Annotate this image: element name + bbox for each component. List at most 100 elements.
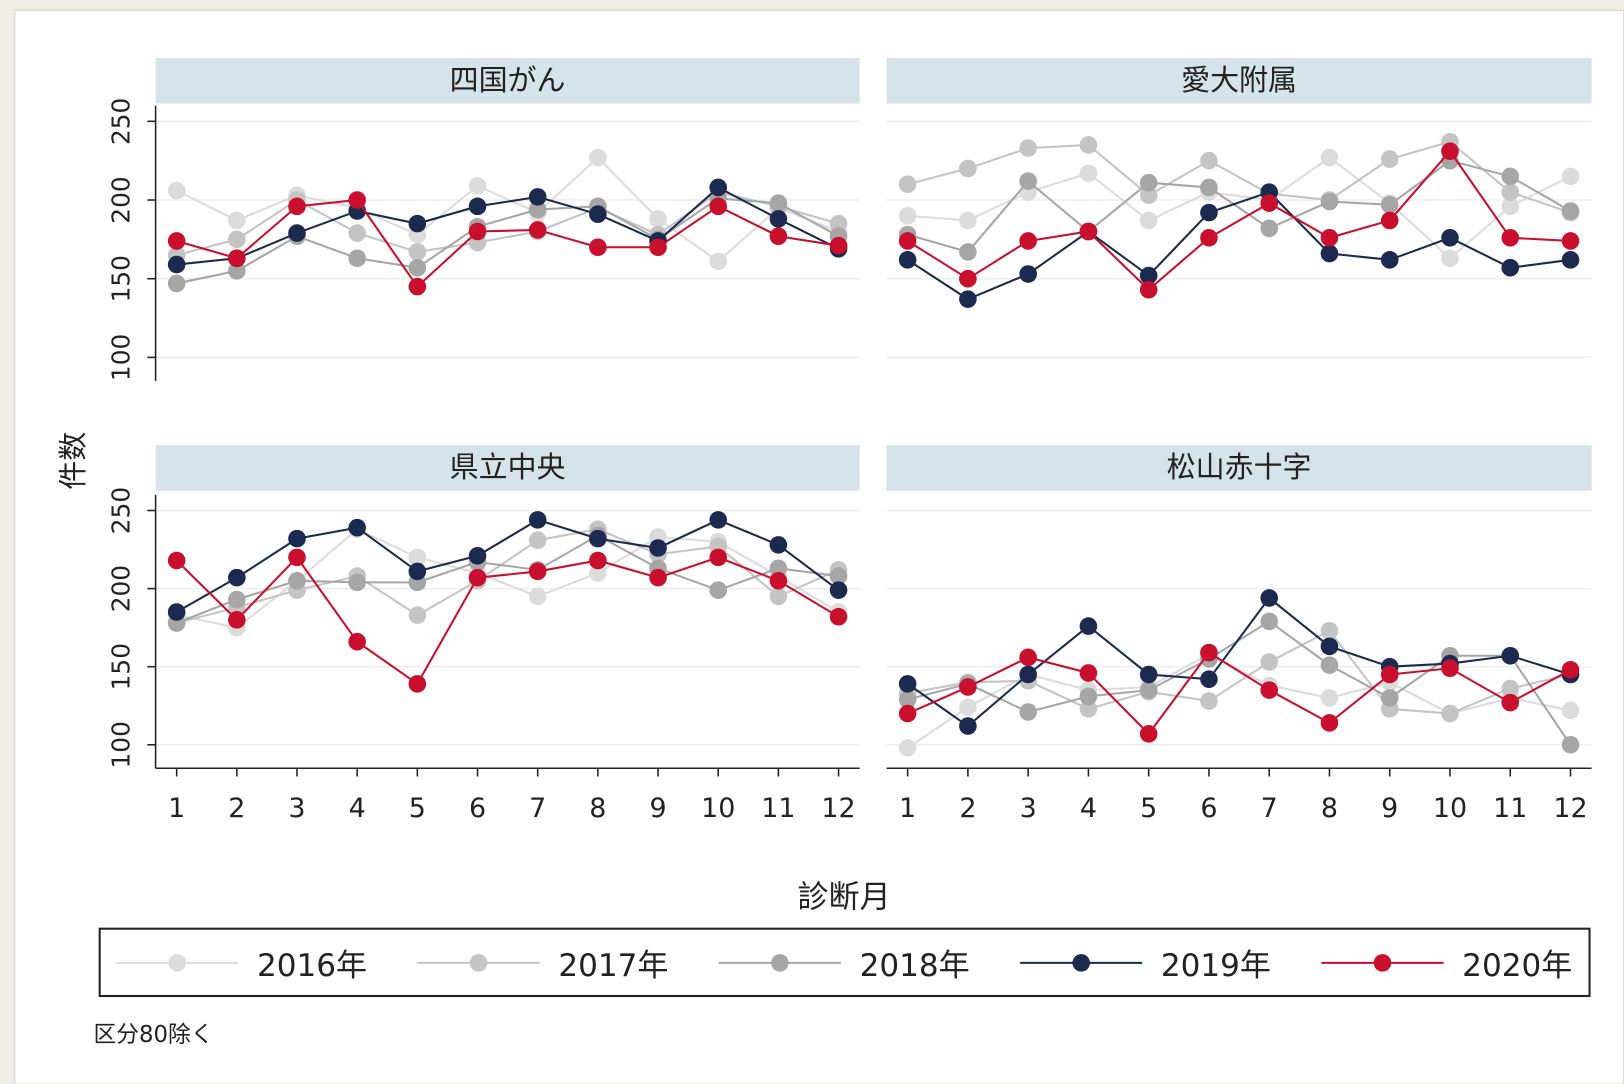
- data-point: [1200, 151, 1218, 170]
- data-point: [1079, 164, 1098, 183]
- data-point: [589, 148, 607, 167]
- data-point: [408, 258, 427, 277]
- data-point: [167, 255, 186, 274]
- y-tick-label: 150: [106, 255, 135, 302]
- data-point: [1561, 202, 1580, 220]
- panel-title: 県立中央: [450, 450, 566, 484]
- data-point: [1320, 244, 1339, 263]
- data-point: [1380, 150, 1399, 168]
- data-point: [649, 238, 667, 257]
- x-axis-title: 診断月: [798, 880, 891, 916]
- y-tick-label: 200: [106, 176, 135, 223]
- data-point: [1019, 648, 1037, 667]
- data-point: [1260, 589, 1279, 607]
- data-point: [1380, 689, 1399, 707]
- data-point: [1501, 693, 1520, 712]
- x-tick-label: 6: [1200, 793, 1217, 824]
- data-point: [228, 262, 246, 280]
- x-tick-label: 1: [899, 793, 916, 824]
- x-tick-label: 3: [288, 793, 305, 824]
- data-point: [589, 564, 607, 582]
- data-point: [408, 675, 427, 693]
- data-point: [408, 277, 427, 296]
- legend-marker: [771, 954, 789, 972]
- data-point: [1139, 186, 1158, 205]
- data-point: [1561, 251, 1580, 269]
- panel-header: [155, 445, 860, 491]
- data-point: [709, 581, 728, 599]
- data-point: [829, 607, 848, 626]
- y-tick-label: 250: [106, 98, 135, 145]
- data-point: [898, 704, 917, 723]
- data-point: [1139, 266, 1158, 285]
- data-point: [898, 739, 917, 757]
- data-point: [589, 551, 607, 570]
- x-tick-label: 12: [821, 793, 855, 824]
- data-point: [1320, 714, 1339, 732]
- legend-label: 2016年: [257, 948, 367, 984]
- data-point: [1200, 203, 1218, 222]
- data-point: [769, 227, 788, 246]
- data-point: [1380, 251, 1399, 269]
- data-point: [959, 159, 977, 178]
- series-line: [907, 653, 1571, 749]
- data-point: [228, 230, 246, 249]
- chart-background: [14, 9, 1624, 1084]
- data-point: [1441, 704, 1459, 723]
- data-point: [528, 188, 547, 206]
- x-tick-label: 8: [1321, 793, 1338, 824]
- legend-marker: [1373, 954, 1392, 972]
- data-point: [408, 606, 427, 624]
- data-point: [1501, 258, 1520, 277]
- x-tick-label: 5: [1140, 793, 1157, 824]
- series-line: [907, 156, 1571, 260]
- series-line: [176, 191, 839, 257]
- data-point: [348, 224, 366, 242]
- data-point: [959, 269, 977, 288]
- data-point: [1561, 735, 1580, 754]
- data-point: [589, 238, 607, 257]
- data-point: [769, 559, 788, 578]
- y-tick-label: 100: [106, 721, 135, 768]
- data-point: [528, 531, 547, 549]
- data-point: [1260, 653, 1279, 671]
- series-line: [907, 629, 1571, 715]
- x-tick-label: 1: [168, 793, 185, 824]
- data-point: [959, 243, 977, 261]
- data-point: [1320, 228, 1339, 247]
- series-line: [907, 149, 1571, 292]
- data-point: [1139, 211, 1158, 230]
- data-point: [1019, 139, 1037, 157]
- data-point: [1320, 192, 1339, 211]
- data-point: [1019, 265, 1037, 283]
- data-point: [898, 675, 917, 693]
- data-point: [709, 197, 728, 216]
- series-line: [176, 156, 839, 263]
- data-point: [528, 221, 547, 239]
- series-line: [907, 190, 1571, 301]
- data-point: [1260, 194, 1279, 212]
- data-point: [1079, 617, 1098, 635]
- series-line: [176, 518, 840, 613]
- data-point: [769, 194, 788, 212]
- data-point: [1079, 687, 1098, 706]
- data-point: [408, 243, 427, 261]
- data-point: [167, 181, 186, 200]
- data-point: [829, 214, 848, 233]
- x-tick-label: 8: [589, 793, 606, 824]
- data-point: [288, 548, 306, 567]
- y-tick-label: 100: [106, 334, 135, 381]
- data-point: [709, 511, 728, 529]
- y-tick-label: 250: [106, 487, 135, 534]
- data-point: [528, 200, 547, 219]
- data-point: [1501, 679, 1520, 698]
- data-point: [468, 222, 487, 241]
- x-tick-label: 10: [701, 793, 735, 824]
- data-point: [1441, 659, 1459, 678]
- data-point: [468, 568, 487, 587]
- data-point: [1320, 637, 1339, 656]
- data-point: [528, 587, 547, 606]
- data-point: [829, 236, 848, 255]
